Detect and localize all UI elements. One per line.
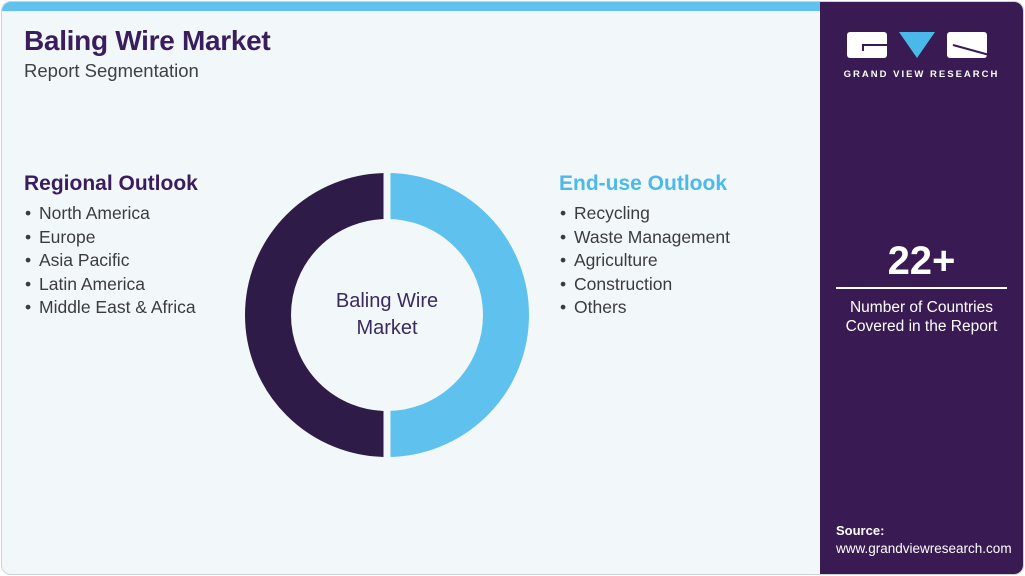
logo-block: GRAND VIEW RESEARCH xyxy=(820,31,1023,80)
list-item: Asia Pacific xyxy=(24,249,259,273)
gvr-logo-icon xyxy=(846,32,993,58)
source-block: Source: www.grandviewresearch.com xyxy=(836,522,1015,558)
source-label: Source: xyxy=(836,523,885,538)
list-item: Construction xyxy=(559,273,794,297)
logo-wordmark: GRAND VIEW RESEARCH xyxy=(843,69,1000,80)
sidebar: GRAND VIEW RESEARCH 22+ Number of Countr… xyxy=(820,2,1023,574)
stat-caption: Number of Countries Covered in the Repor… xyxy=(845,299,998,335)
regional-outlook-list: North America Europe Asia Pacific Latin … xyxy=(24,202,259,320)
regional-outlook-heading: Regional Outlook xyxy=(24,172,198,195)
donut-gap-top xyxy=(383,171,391,221)
donut-chart: Baling Wire Market xyxy=(245,171,529,459)
list-item: Waste Management xyxy=(559,226,794,250)
list-item: Recycling xyxy=(559,202,794,226)
enduse-outlook-heading: End-use Outlook xyxy=(559,172,727,195)
list-item: Europe xyxy=(24,226,259,250)
stat-block: 22+ Number of Countries Covered in the R… xyxy=(834,238,1009,336)
page-title: Baling Wire Market xyxy=(24,25,271,56)
enduse-outlook-section: End-use Outlook Recycling Waste Manageme… xyxy=(559,171,794,320)
donut-gap-bottom xyxy=(383,409,391,459)
donut-center-label: Baling Wire Market xyxy=(335,290,439,339)
list-item: North America xyxy=(24,202,259,226)
enduse-outlook-list: Recycling Waste Management Agriculture C… xyxy=(559,202,794,320)
stat-divider xyxy=(836,287,1007,289)
list-item: Agriculture xyxy=(559,249,794,273)
list-item: Middle East & Africa xyxy=(24,296,259,320)
source-url: www.grandviewresearch.com xyxy=(836,541,1012,556)
stat-value: 22+ xyxy=(887,239,956,283)
top-accent-bar xyxy=(2,2,1023,11)
donut-slice-regional xyxy=(245,173,388,457)
page-subtitle: Report Segmentation xyxy=(24,60,199,81)
header: Baling Wire Market Report Segmentation xyxy=(24,25,271,82)
donut-slice-enduse xyxy=(386,173,529,457)
donut-chart-svg xyxy=(245,171,529,459)
list-item: Latin America xyxy=(24,273,259,297)
regional-outlook-section: Regional Outlook North America Europe As… xyxy=(24,171,259,320)
list-item: Others xyxy=(559,296,794,320)
